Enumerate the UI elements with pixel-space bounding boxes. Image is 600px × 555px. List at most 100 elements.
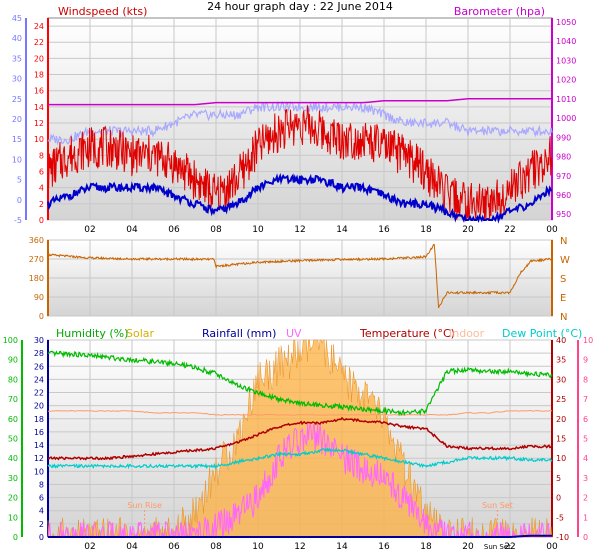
x-tick-label-02: 02	[84, 225, 95, 235]
baro-tick-990: 990	[556, 133, 571, 142]
rain-tick-0: 0	[39, 533, 44, 542]
rain-tick-14: 14	[34, 441, 44, 450]
x-tick-label-10: 10	[252, 542, 264, 552]
rain-tick-20: 20	[34, 402, 44, 411]
windspeed-line	[47, 105, 553, 222]
outer-tick-15: 15	[12, 135, 22, 144]
uv-tick-0: 0	[583, 533, 588, 542]
temp-tick-35: 35	[556, 356, 566, 365]
uv-tick-8: 8	[583, 375, 588, 384]
humidity-series-label: Humidity (%)	[56, 327, 128, 340]
wind-tick-24: 24	[34, 22, 44, 31]
wind-tick-0: 0	[39, 216, 44, 225]
rain-tick-28: 28	[34, 349, 44, 358]
x-tick-label-22: 22	[504, 225, 515, 235]
outer-tick-5: 5	[17, 176, 22, 185]
dewpoint-line	[47, 447, 553, 470]
page-title: 24 hour graph day : 22 June 2014	[207, 0, 393, 13]
temp-tick-30: 30	[556, 375, 566, 384]
compass-label-w-1: W	[560, 255, 570, 266]
x-tick-label-14: 14	[336, 225, 348, 235]
hum-tick-20: 20	[8, 494, 18, 503]
outer-tick-25: 25	[12, 95, 22, 104]
baro-tick-1030: 1030	[556, 56, 576, 65]
uv-tick-4: 4	[583, 454, 588, 463]
uv-tick-2: 2	[583, 494, 588, 503]
rain-tick-2: 2	[39, 520, 44, 529]
uv-tick-10: 10	[583, 336, 593, 345]
humidity-line	[47, 350, 553, 417]
solar-series-label: Solar	[126, 327, 155, 340]
hum-tick-60: 60	[8, 415, 18, 424]
x-tick-label-18: 18	[420, 542, 432, 552]
temp-tick-40: 40	[556, 336, 566, 345]
wind-direction-line	[47, 243, 553, 309]
rain-tick-22: 22	[34, 389, 44, 398]
temp-tick-25: 25	[556, 395, 566, 404]
dir-tick-180: 180	[29, 274, 44, 283]
temp-tick-20: 20	[556, 415, 566, 424]
baro-tick-1020: 1020	[556, 76, 576, 85]
temperature-series-label: Temperature (°C)	[359, 327, 455, 340]
uv-line	[47, 422, 553, 539]
temp-tick--5: -5	[556, 513, 564, 522]
dir-tick-270: 270	[29, 255, 44, 264]
hum-tick-80: 80	[8, 375, 18, 384]
x-tick-label-08: 08	[210, 542, 222, 552]
compass-label-e-3: E	[560, 293, 566, 304]
indoor-line	[48, 410, 553, 416]
indoor-series-label: Indoor	[449, 327, 485, 340]
rain-tick-12: 12	[34, 454, 44, 463]
outer-tick-40: 40	[12, 34, 22, 43]
uv-tick-1: 1	[583, 513, 588, 522]
x-tick-label-12: 12	[294, 542, 305, 552]
wind-tick-16: 16	[34, 87, 44, 96]
x-tick-label-00: 00	[546, 225, 558, 235]
windspeed-series-label: Windspeed (kts)	[58, 5, 147, 18]
uv-tick-6: 6	[583, 415, 588, 424]
x-tick-label-16: 16	[378, 542, 390, 552]
x-tick-label-04: 04	[126, 542, 138, 552]
outer-tick-0: 0	[17, 196, 22, 205]
rain-tick-16: 16	[34, 428, 44, 437]
uv-series-label: UV	[286, 327, 302, 340]
x-tick-label-10: 10	[252, 225, 264, 235]
dir-tick-0: 0	[39, 312, 44, 321]
outer-tick-20: 20	[12, 115, 22, 124]
x-tick-label-14: 14	[336, 542, 348, 552]
sunset-axis-label: Sun Set	[484, 543, 511, 551]
wind-tick-20: 20	[34, 54, 44, 63]
rainfall-line	[48, 534, 552, 538]
x-tick-label-18: 18	[420, 225, 432, 235]
temp-tick-10: 10	[556, 454, 566, 463]
outer-tick--5: -5	[14, 216, 22, 225]
temp-tick-0: 0	[556, 494, 561, 503]
hum-tick-50: 50	[8, 435, 18, 444]
x-tick-label-04: 04	[126, 225, 138, 235]
outer-tick-10: 10	[12, 155, 22, 164]
compass-label-s-2: S	[560, 274, 566, 285]
baro-tick-1010: 1010	[556, 95, 576, 104]
hum-tick-70: 70	[8, 395, 18, 404]
uv-tick-3: 3	[583, 474, 588, 483]
baro-tick-1000: 1000	[556, 114, 576, 123]
sunset-label: Sun Set	[482, 501, 513, 510]
rain-tick-30: 30	[34, 336, 44, 345]
x-tick-label-20: 20	[462, 542, 474, 552]
outer-tick-30: 30	[12, 75, 22, 84]
wind-tick-10: 10	[34, 135, 44, 144]
x-tick-label-06: 06	[168, 225, 180, 235]
wind-tick-12: 12	[34, 119, 44, 128]
rain-tick-24: 24	[34, 375, 44, 384]
dir-tick-90: 90	[34, 293, 44, 302]
hum-tick-30: 30	[8, 474, 18, 483]
x-tick-label-22: 22	[504, 542, 515, 552]
temperature-line	[47, 416, 553, 461]
sunrise-label: Sun Rise	[127, 501, 162, 510]
compass-label-n-4: N	[560, 312, 567, 323]
baro-tick-1040: 1040	[556, 37, 576, 46]
rain-tick-26: 26	[34, 362, 44, 371]
wind-tick-4: 4	[39, 184, 44, 193]
